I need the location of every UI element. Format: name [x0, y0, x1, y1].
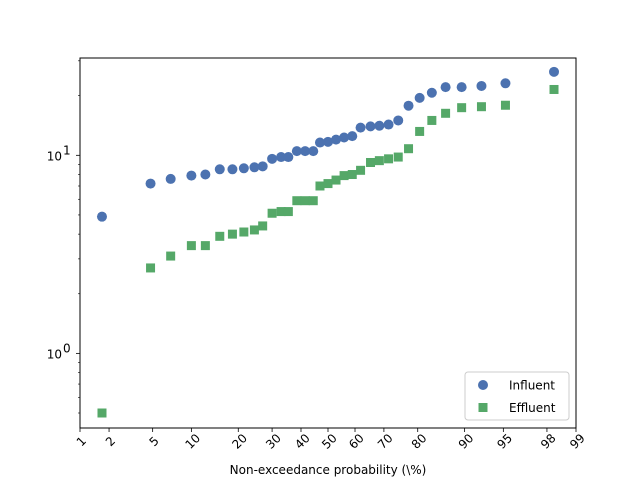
data-point — [415, 126, 425, 136]
data-point — [249, 162, 260, 173]
data-point — [166, 251, 176, 261]
data-point — [215, 231, 225, 241]
data-point — [314, 137, 325, 148]
data-point — [165, 173, 176, 184]
data-point — [365, 121, 376, 132]
data-point — [323, 136, 333, 147]
data-point — [186, 170, 197, 181]
data-point — [276, 152, 287, 163]
data-point — [146, 263, 156, 273]
data-point — [393, 115, 404, 126]
data-point — [456, 82, 467, 93]
data-point — [200, 241, 210, 251]
data-point — [403, 100, 414, 111]
data-point — [339, 132, 350, 143]
data-point — [308, 196, 318, 206]
data-point — [347, 131, 358, 142]
data-point — [347, 170, 357, 180]
data-point — [366, 157, 376, 167]
data-point — [355, 122, 366, 133]
data-series — [96, 66, 560, 418]
data-point — [374, 120, 385, 131]
data-point — [404, 144, 414, 154]
data-point — [427, 115, 437, 125]
series-effluent — [97, 84, 559, 418]
data-point — [426, 87, 437, 98]
data-point — [96, 211, 107, 222]
data-point — [356, 165, 366, 175]
data-point — [315, 181, 325, 191]
data-point — [441, 108, 451, 118]
data-point — [500, 100, 510, 110]
y-tick-exponent: 1 — [63, 143, 71, 157]
y-tick-exponent: 0 — [63, 341, 71, 355]
legend-label-effluent: Effluent — [509, 401, 556, 415]
data-point — [383, 119, 394, 130]
data-point — [374, 156, 384, 166]
legend-marker-influent — [478, 380, 488, 390]
data-point — [267, 208, 277, 218]
data-point — [186, 241, 196, 251]
data-point — [339, 171, 349, 181]
data-point — [457, 103, 467, 113]
data-point — [549, 84, 559, 94]
data-point — [249, 225, 259, 235]
data-point — [283, 152, 294, 163]
data-point — [145, 178, 156, 189]
data-point — [414, 92, 425, 103]
data-point — [267, 153, 278, 164]
data-point — [283, 207, 293, 217]
data-point — [257, 161, 268, 172]
data-point — [227, 164, 238, 175]
data-point — [292, 196, 302, 206]
data-point — [476, 102, 486, 112]
data-point — [323, 179, 333, 189]
data-point — [308, 146, 319, 157]
data-point — [291, 146, 302, 157]
legend-label-influent: Influent — [509, 379, 555, 393]
data-point — [384, 154, 394, 164]
data-point — [276, 207, 286, 217]
y-tick-label: 10 — [47, 149, 62, 163]
data-point — [476, 80, 487, 91]
data-point — [393, 152, 403, 162]
legend-marker-effluent — [478, 403, 488, 412]
data-point — [331, 134, 342, 145]
plot-area — [80, 58, 576, 428]
legend: Influent Effluent — [464, 371, 570, 421]
series-influent — [96, 66, 560, 222]
data-point — [258, 221, 268, 231]
legend-box — [464, 371, 570, 421]
plot-frame — [79, 57, 577, 429]
data-point — [500, 78, 511, 89]
data-point — [97, 408, 107, 418]
data-point — [200, 169, 211, 180]
data-point — [440, 82, 451, 93]
y-tick-label: 10 — [47, 347, 62, 361]
data-point — [300, 146, 311, 157]
data-point — [239, 227, 249, 237]
data-point — [331, 175, 341, 185]
data-point — [238, 163, 249, 174]
data-point — [300, 196, 310, 206]
data-point — [227, 229, 237, 239]
data-point — [549, 66, 560, 77]
x-axis-label: Non-exceedance probability (\%) — [230, 463, 427, 477]
data-point — [214, 164, 225, 175]
